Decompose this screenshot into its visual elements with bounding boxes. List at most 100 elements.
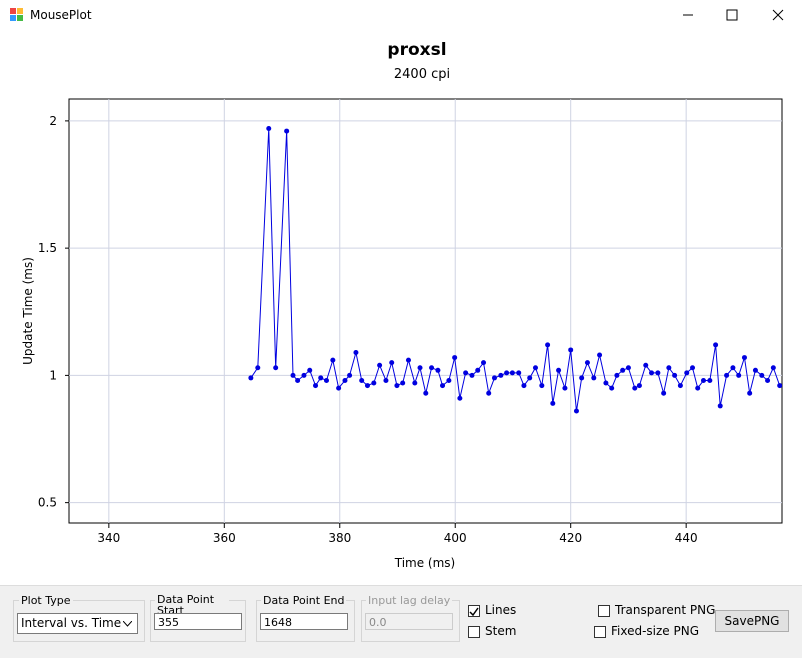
data-point xyxy=(440,383,446,389)
data-point xyxy=(765,377,771,383)
close-button[interactable] xyxy=(772,9,784,21)
check-mark xyxy=(469,607,479,617)
data-point xyxy=(330,357,336,363)
data-point xyxy=(435,367,441,373)
checkbox[interactable] xyxy=(468,626,480,638)
checkbox[interactable] xyxy=(598,605,610,617)
save-png-button[interactable]: SavePNG xyxy=(715,610,789,632)
chart: proxsl 2400 cpi Time (ms) Update Time (m… xyxy=(21,40,783,570)
start-input[interactable]: 355 xyxy=(154,613,242,630)
data-point xyxy=(273,365,279,371)
data-point xyxy=(603,380,609,386)
data-point xyxy=(371,380,377,386)
data-point xyxy=(770,365,776,371)
maximize-button[interactable] xyxy=(726,9,738,21)
data-point xyxy=(661,390,667,396)
data-point xyxy=(614,372,620,378)
data-point xyxy=(457,395,463,401)
plot-type-group xyxy=(13,600,145,642)
data-point xyxy=(545,342,551,348)
data-point xyxy=(347,372,353,378)
data-point xyxy=(584,360,590,366)
data-point xyxy=(643,362,649,368)
window-title: MousePlot xyxy=(30,8,92,22)
x-tick-label: 440 xyxy=(675,531,698,545)
data-point xyxy=(666,365,672,371)
checkbox-label: Transparent PNG xyxy=(615,603,716,617)
data-point xyxy=(248,375,254,381)
x-tick-label: 420 xyxy=(559,531,582,545)
title-bar: MousePlot xyxy=(0,0,802,30)
y-tick-label: 2 xyxy=(49,114,57,128)
data-point xyxy=(394,383,400,389)
group-label: Input lag delay xyxy=(366,594,453,607)
data-point xyxy=(521,383,527,389)
data-point xyxy=(364,383,370,389)
data-point xyxy=(539,383,545,389)
y-tick-label: 1.5 xyxy=(38,241,57,255)
data-point xyxy=(625,365,631,371)
data-point xyxy=(713,342,719,348)
data-point xyxy=(284,128,290,134)
end-input[interactable]: 1648 xyxy=(260,613,348,630)
y-tick-label: 0.5 xyxy=(38,496,57,510)
data-point xyxy=(700,377,706,383)
data-point xyxy=(562,385,568,391)
data-point xyxy=(446,377,452,383)
x-tick-label: 340 xyxy=(97,531,120,545)
data-point xyxy=(649,370,655,376)
data-point xyxy=(498,372,504,378)
data-point xyxy=(741,355,747,361)
data-point xyxy=(255,365,261,371)
data-point xyxy=(359,377,365,383)
input-value: 0.0 xyxy=(369,616,387,629)
plot-area xyxy=(68,98,783,524)
data-point xyxy=(747,390,753,396)
data-point xyxy=(550,400,556,406)
checkbox-label: Fixed-size PNG xyxy=(611,624,700,638)
x-tick-label: 360 xyxy=(213,531,236,545)
data-point xyxy=(295,377,301,383)
group-label: Plot Type xyxy=(19,594,73,607)
window-buttons xyxy=(683,9,784,21)
data-point xyxy=(556,367,562,373)
data-point xyxy=(336,385,342,391)
control-panel: Plot Type Interval vs. Time Data Point S… xyxy=(0,585,802,658)
data-point xyxy=(707,377,713,383)
data-point xyxy=(717,403,723,409)
data-point xyxy=(724,372,730,378)
data-point xyxy=(752,367,758,373)
checkbox[interactable] xyxy=(468,605,480,617)
data-point xyxy=(655,370,661,376)
series xyxy=(248,126,782,414)
data-point xyxy=(516,370,522,376)
data-point xyxy=(527,375,533,381)
data-point xyxy=(429,365,435,371)
dropdown-arrow xyxy=(123,621,132,627)
data-point xyxy=(684,370,690,376)
data-point xyxy=(313,383,319,389)
data-point xyxy=(423,390,429,396)
input-value: 355 xyxy=(158,616,179,629)
data-point xyxy=(568,347,574,353)
data-point xyxy=(342,377,348,383)
y-tick-label: 1 xyxy=(49,368,57,382)
data-point xyxy=(417,365,423,371)
plot-type-select[interactable]: Interval vs. Time xyxy=(17,613,138,634)
data-point xyxy=(736,372,742,378)
checkbox[interactable] xyxy=(594,626,606,638)
checkbox-label: Stem xyxy=(485,624,517,638)
data-point xyxy=(491,375,497,381)
data-point xyxy=(636,383,642,389)
x-tick-label: 380 xyxy=(328,531,351,545)
data-point xyxy=(730,365,736,371)
checkbox-label: Lines xyxy=(485,603,517,617)
y-axis-label: Update Time (ms) xyxy=(21,257,35,365)
data-point xyxy=(509,370,515,376)
data-point xyxy=(400,380,406,386)
x-tick-label: 400 xyxy=(444,531,467,545)
data-point xyxy=(301,372,307,378)
data-point xyxy=(690,365,696,371)
data-point xyxy=(452,355,458,361)
